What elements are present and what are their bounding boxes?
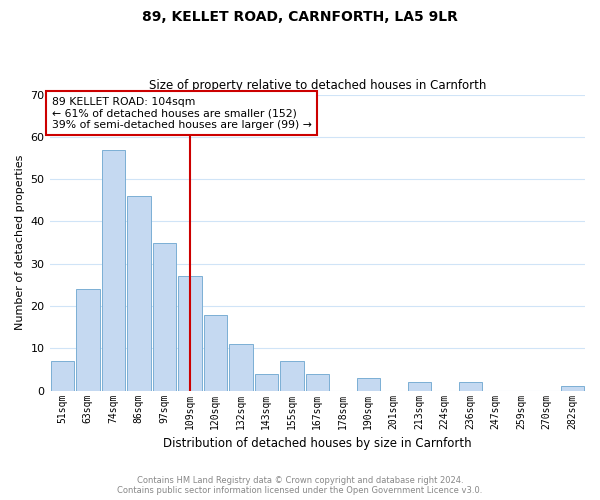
Bar — [50, 361, 74, 390]
Text: 89 KELLET ROAD: 104sqm
← 61% of detached houses are smaller (152)
39% of semi-de: 89 KELLET ROAD: 104sqm ← 61% of detached… — [52, 96, 311, 130]
Bar — [458, 382, 482, 390]
Bar — [356, 378, 380, 390]
Bar — [280, 361, 304, 390]
Bar — [254, 374, 278, 390]
Bar — [203, 314, 227, 390]
Bar — [127, 196, 151, 390]
Bar — [76, 289, 100, 390]
Bar — [407, 382, 431, 390]
X-axis label: Distribution of detached houses by size in Carnforth: Distribution of detached houses by size … — [163, 437, 472, 450]
Bar — [305, 374, 329, 390]
Bar — [178, 276, 202, 390]
Bar — [560, 386, 584, 390]
Bar — [101, 150, 125, 390]
Text: Contains HM Land Registry data © Crown copyright and database right 2024.
Contai: Contains HM Land Registry data © Crown c… — [118, 476, 482, 495]
Title: Size of property relative to detached houses in Carnforth: Size of property relative to detached ho… — [149, 79, 486, 92]
Bar — [229, 344, 253, 391]
Y-axis label: Number of detached properties: Number of detached properties — [15, 155, 25, 330]
Bar — [152, 242, 176, 390]
Text: 89, KELLET ROAD, CARNFORTH, LA5 9LR: 89, KELLET ROAD, CARNFORTH, LA5 9LR — [142, 10, 458, 24]
